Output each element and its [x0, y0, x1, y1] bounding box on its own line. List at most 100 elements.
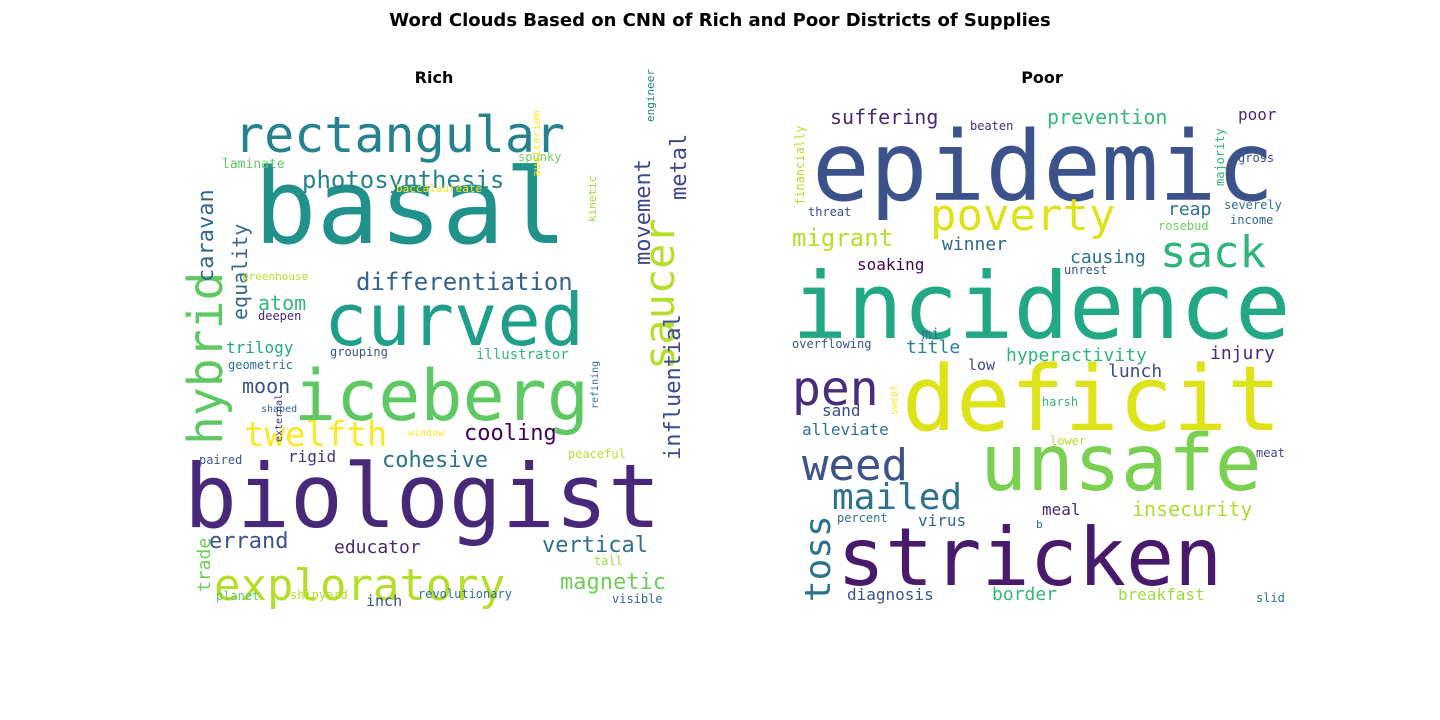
word-shaped: shaped [261, 404, 297, 415]
word-visible: visible [612, 592, 663, 606]
word-exploratory: exploratory [214, 560, 505, 611]
word-paired: paired [199, 453, 242, 467]
word-virus: virus [918, 511, 966, 530]
word-differentiation: differentiation [356, 268, 573, 296]
word-lower: lower [1050, 434, 1086, 448]
word-moon: moon [242, 374, 290, 398]
word-toss: toss [798, 515, 839, 602]
word-auditorium: auditorium [530, 110, 543, 177]
figure-title: Word Clouds Based on CNN of Rich and Poo… [389, 10, 1051, 31]
word-rigid: rigid [288, 447, 336, 466]
word-stricken: stricken [837, 511, 1222, 604]
word-hyperactivity: hyperactivity [1006, 345, 1147, 366]
word-gross: gross [1238, 151, 1274, 165]
word-poverty: poverty [930, 190, 1115, 241]
word-equality: equality [228, 224, 252, 320]
word-sand: sand [822, 401, 861, 420]
word-curved: curved [324, 278, 584, 362]
word-insecurity: insecurity [1132, 497, 1252, 521]
word-weed: weed [802, 440, 908, 491]
word-illustrator: illustrator [476, 347, 569, 363]
word-engineer: engineer [644, 69, 657, 122]
word-kinetic: kinetic [586, 176, 599, 222]
word-influential: influential [661, 314, 686, 460]
word-deficit: deficit [902, 347, 1281, 452]
word-migrant: migrant [792, 224, 893, 252]
word-photosynthesis: photosynthesis [302, 166, 504, 194]
word-overflowing: overflowing [792, 337, 871, 351]
word-caravan: caravan [194, 189, 219, 282]
word-educator: educator [334, 537, 421, 558]
rich-panel-title: Rich [414, 68, 454, 87]
word-metal: metal [667, 134, 692, 200]
word-tall: tall [594, 554, 623, 568]
word-inch: inch [366, 592, 402, 610]
word-income: income [1230, 213, 1273, 227]
word-revolutionary: revolutionary [418, 587, 512, 601]
word-rosebud: rosebud [1158, 219, 1209, 233]
word-severely: severely [1224, 198, 1282, 212]
word-cooling: cooling [464, 421, 557, 446]
word-atom: atom [258, 291, 306, 315]
word-cohesive: cohesive [382, 448, 488, 473]
word-beaten: beaten [970, 119, 1013, 133]
word-breakfast: breakfast [1118, 585, 1205, 604]
word-meat: meat [1256, 446, 1285, 460]
word-injury: injury [1210, 343, 1275, 364]
word-swept: swept [889, 385, 900, 415]
word-shipyard: shipyard [290, 588, 348, 602]
word-unsafe: unsafe [980, 419, 1262, 509]
word-peaceful: peaceful [568, 447, 626, 461]
word-window: window [408, 428, 445, 439]
word-poor: poor [1238, 105, 1277, 124]
word-meal: meal [1042, 500, 1081, 519]
word-winner: winner [942, 234, 1007, 255]
word-magnetic: magnetic [560, 570, 666, 595]
word-deepen: deepen [258, 309, 301, 323]
word-sack: sack [1160, 227, 1266, 278]
word-spunky: spunky [518, 150, 561, 164]
word-prevention: prevention [1047, 105, 1167, 129]
word-twelfth: twelfth [244, 415, 387, 455]
word-basal: basal [254, 146, 567, 268]
word-b: b [1036, 518, 1043, 531]
word-planet: planet [216, 589, 259, 603]
word-mi: mi [922, 325, 940, 343]
word-alleviate: alleviate [802, 420, 889, 439]
word-trade: trade [194, 538, 215, 592]
word-slid: slid [1256, 591, 1285, 605]
word-geometric: geometric [228, 358, 293, 372]
word-percent: percent [837, 511, 888, 525]
word-movement: movement [631, 159, 656, 265]
word-rectangular: rectangular [234, 106, 565, 164]
word-greenhouse: greenhouse [242, 270, 308, 283]
word-pen: pen [792, 361, 879, 417]
word-suffering: suffering [830, 105, 938, 129]
word-soaking: soaking [857, 255, 924, 274]
word-causing: causing [1070, 247, 1146, 268]
word-grouping: grouping [330, 345, 388, 359]
word-baccalaureate: baccalaureate [396, 182, 482, 195]
word-mailed: mailed [832, 477, 962, 518]
word-biologist: biologist [184, 445, 661, 548]
poor-panel-title: Poor [1021, 68, 1063, 87]
word-epidemic: epidemic [812, 111, 1274, 223]
word-unrest: unrest [1064, 263, 1107, 277]
word-trilogy: trilogy [226, 338, 294, 357]
word-iceberg: iceberg [294, 355, 589, 437]
word-reap: reap [1168, 199, 1211, 220]
word-title: title [906, 337, 960, 358]
word-laminate: laminate [222, 157, 285, 172]
word-majority: majority [1213, 128, 1227, 186]
word-saucer: saucer [635, 218, 684, 370]
word-hybrid: hybrid [178, 272, 234, 445]
word-vertical: vertical [542, 533, 648, 558]
word-border: border [992, 584, 1057, 605]
word-lunch: lunch [1108, 361, 1162, 382]
word-diagnosis: diagnosis [847, 585, 934, 604]
word-incidence: incidence [792, 253, 1291, 360]
word-financially: financially [793, 126, 807, 205]
word-harsh: harsh [1042, 395, 1078, 409]
